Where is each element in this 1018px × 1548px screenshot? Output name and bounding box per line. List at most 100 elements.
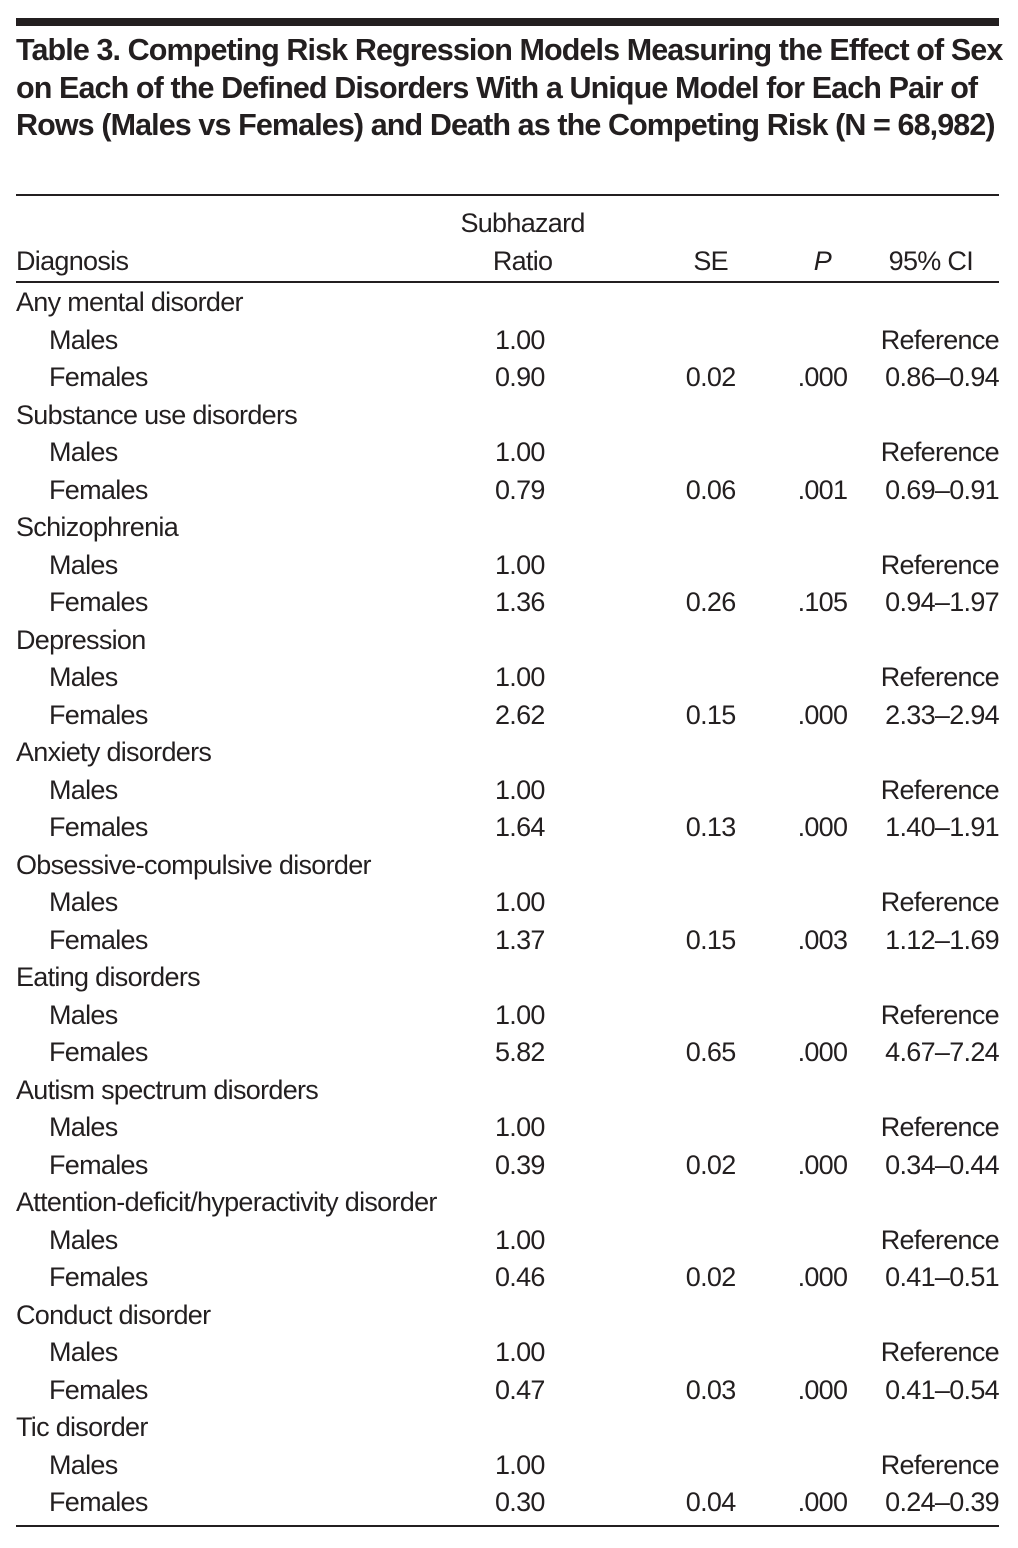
ci-value: 0.41–0.51 bbox=[885, 1262, 1000, 1292]
se-value: 0.15 bbox=[685, 924, 736, 955]
sex-label: Males bbox=[49, 1337, 118, 1367]
ci-value: Reference bbox=[880, 324, 1000, 355]
table-row: Females 1.37 0.15 .003 1.12–1.69 bbox=[16, 922, 1000, 960]
table-row: Females 1.64 0.13 .000 1.40–1.91 bbox=[16, 809, 1000, 847]
ci-value: Reference bbox=[880, 1112, 1000, 1142]
subhazard-ratio-value: 1.00 bbox=[494, 1337, 545, 1367]
subhazard-ratio-value: 1.00 bbox=[494, 662, 545, 692]
se-value bbox=[657, 1334, 764, 1372]
se-value: 0.26 bbox=[685, 587, 736, 617]
header-subhazard-ratio: Subhazard Ratio bbox=[453, 200, 657, 280]
ci-value: Reference bbox=[880, 999, 1000, 1030]
table-row: Females 0.30 0.04 .000 0.24–0.39 bbox=[16, 1484, 1000, 1522]
ci-value: 2.33–2.94 bbox=[885, 699, 1000, 730]
ci-value: Reference bbox=[880, 437, 1000, 467]
p-value: .000 bbox=[797, 699, 848, 730]
top-rule bbox=[16, 18, 999, 26]
diagnosis-group-label: Autism spectrum disorders bbox=[16, 1074, 319, 1105]
diagnosis-group-label: Eating disorders bbox=[16, 962, 201, 992]
group-header-row: Conduct disorder bbox=[16, 1297, 999, 1335]
subhazard-ratio-value: 0.90 bbox=[494, 362, 545, 392]
ci-value: 0.34–0.44 bbox=[885, 1149, 1000, 1180]
subhazard-ratio-value: 1.00 bbox=[494, 549, 545, 580]
table-row: Males 1.00 Reference bbox=[16, 322, 1000, 360]
diagnosis-group-label: Schizophrenia bbox=[16, 512, 179, 542]
p-value: .000 bbox=[797, 1487, 848, 1517]
table-row: Males 1.00 Reference bbox=[16, 1109, 1000, 1147]
se-value: 0.04 bbox=[685, 1487, 736, 1517]
table-body: Any mental disorder Males 1.00 Reference Fem… bbox=[16, 280, 1000, 1522]
se-value: 0.13 bbox=[685, 812, 736, 842]
p-value bbox=[764, 884, 881, 922]
subhazard-ratio-value: 0.30 bbox=[494, 1487, 545, 1517]
subhazard-ratio-value: 5.82 bbox=[494, 1037, 545, 1067]
p-value: .000 bbox=[797, 362, 848, 392]
results-table: Diagnosis Subhazard Ratio SE P 95% CI An… bbox=[16, 200, 1000, 1522]
header-p: P bbox=[813, 245, 832, 276]
group-header-row: Depression bbox=[16, 622, 999, 660]
table-row: Males 1.00 Reference bbox=[16, 997, 1000, 1035]
group-header-row: Obsessive-compulsive disorder bbox=[16, 847, 999, 885]
subhazard-ratio-value: 1.37 bbox=[494, 924, 545, 955]
sex-label: Males bbox=[49, 999, 118, 1030]
header-subhazard-line2: Ratio bbox=[492, 245, 553, 276]
sex-label: Males bbox=[49, 437, 118, 467]
group-header-row: Any mental disorder bbox=[16, 280, 999, 322]
table-row: Males 1.00 Reference bbox=[16, 434, 1000, 472]
sex-label: Females bbox=[49, 699, 148, 730]
p-value bbox=[764, 1334, 881, 1372]
sex-label: Females bbox=[49, 924, 148, 955]
diagnosis-group-label: Anxiety disorders bbox=[16, 737, 212, 767]
group-header-row: Attention-deficit/hyperactivity disorder bbox=[16, 1184, 999, 1222]
ci-value: 0.94–1.97 bbox=[885, 587, 1000, 617]
header-row: Diagnosis Subhazard Ratio SE P 95% CI bbox=[16, 200, 999, 280]
p-value bbox=[764, 322, 881, 360]
table-row: Males 1.00 Reference bbox=[16, 1334, 1000, 1372]
se-value: 0.06 bbox=[685, 474, 736, 505]
table-row: Females 1.36 0.26 .105 0.94–1.97 bbox=[16, 584, 1000, 622]
diagnosis-group-label: Conduct disorder bbox=[16, 1299, 211, 1330]
subhazard-ratio-value: 1.00 bbox=[494, 1224, 545, 1255]
se-value bbox=[657, 884, 764, 922]
subhazard-ratio-value: 1.00 bbox=[494, 774, 545, 805]
diagnosis-group-label: Substance use disorders bbox=[16, 399, 298, 430]
table-row: Males 1.00 Reference bbox=[16, 1222, 1000, 1260]
subhazard-ratio-value: 1.00 bbox=[494, 887, 545, 917]
subhazard-ratio-value: 1.36 bbox=[494, 587, 545, 617]
se-value bbox=[657, 434, 764, 472]
table-row: Females 0.90 0.02 .000 0.86–0.94 bbox=[16, 359, 1000, 397]
se-value bbox=[657, 1447, 764, 1485]
ci-value: 1.12–1.69 bbox=[885, 924, 1000, 955]
sex-label: Males bbox=[49, 549, 118, 580]
group-header-row: Anxiety disorders bbox=[16, 734, 999, 772]
ci-value: 0.69–0.91 bbox=[885, 474, 1000, 505]
ci-value: 0.24–0.39 bbox=[885, 1487, 1000, 1517]
sex-label: Females bbox=[49, 587, 148, 617]
sex-label: Females bbox=[49, 1374, 148, 1405]
p-value bbox=[764, 1447, 881, 1485]
se-value: 0.15 bbox=[685, 699, 736, 730]
table-row: Females 0.79 0.06 .001 0.69–0.91 bbox=[16, 472, 1000, 510]
table-row: Females 0.46 0.02 .000 0.41–0.51 bbox=[16, 1259, 1000, 1297]
se-value bbox=[657, 1222, 764, 1260]
table-row: Males 1.00 Reference bbox=[16, 1447, 1000, 1485]
table-row: Females 5.82 0.65 .000 4.67–7.24 bbox=[16, 1034, 1000, 1072]
p-value: .003 bbox=[797, 924, 848, 955]
sex-label: Males bbox=[49, 1112, 118, 1142]
header-subhazard-line1: Subhazard bbox=[460, 208, 585, 238]
header-rule bbox=[16, 281, 999, 283]
diagnosis-group-label: Tic disorder bbox=[16, 1412, 148, 1442]
p-value bbox=[764, 997, 881, 1035]
table-row: Males 1.00 Reference bbox=[16, 884, 1000, 922]
ci-value: Reference bbox=[880, 1224, 1000, 1255]
subhazard-ratio-value: 1.00 bbox=[494, 1449, 545, 1480]
p-value bbox=[764, 1222, 881, 1260]
ci-value: 0.86–0.94 bbox=[885, 362, 1000, 392]
sex-label: Females bbox=[49, 362, 148, 392]
subhazard-ratio-value: 2.62 bbox=[494, 699, 545, 730]
p-value: .000 bbox=[797, 1037, 848, 1067]
subhazard-ratio-value: 1.00 bbox=[494, 1112, 545, 1142]
group-header-row: Substance use disorders bbox=[16, 397, 999, 435]
bottom-rule bbox=[16, 1525, 999, 1527]
p-value: .000 bbox=[797, 1262, 848, 1292]
